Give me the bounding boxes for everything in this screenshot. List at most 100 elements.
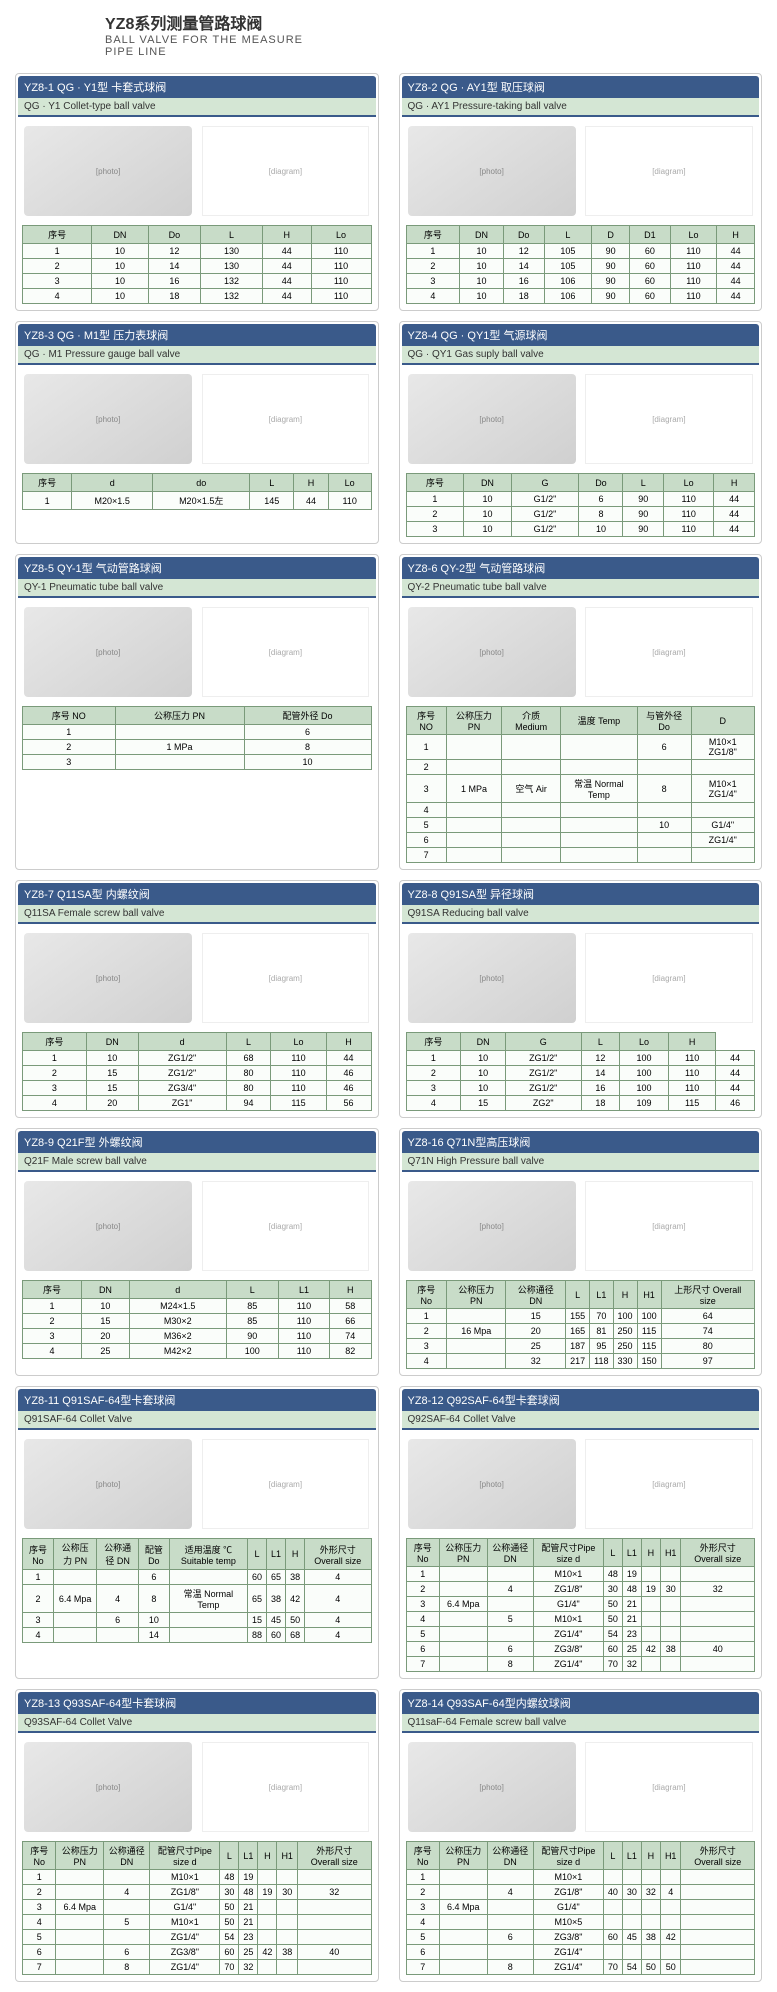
table-header-cell: L1 xyxy=(622,1842,641,1870)
table-cell: 7 xyxy=(23,1960,56,1975)
table-header-cell: H1 xyxy=(637,1281,661,1309)
table-cell xyxy=(622,1915,641,1930)
table-cell: 25 xyxy=(622,1642,641,1657)
table-cell xyxy=(660,1915,681,1930)
table-cell xyxy=(56,1870,104,1885)
table-header-cell: 配管外径 Do xyxy=(244,707,371,725)
table-cell xyxy=(487,1900,533,1915)
table-cell: 1 xyxy=(406,492,464,507)
table-header-cell: Lo xyxy=(620,1033,669,1051)
table-cell xyxy=(169,1613,247,1628)
table-cell: 4 xyxy=(23,1915,56,1930)
table-cell xyxy=(637,848,691,863)
table-cell: 44 xyxy=(326,1051,371,1066)
table-cell xyxy=(439,1567,487,1582)
product-subtitle: QG · M1 Pressure gauge ball valve xyxy=(18,346,376,365)
table-cell: 130 xyxy=(201,259,263,274)
table-cell: 4 xyxy=(406,1096,461,1111)
table-header-cell: L xyxy=(226,1033,271,1051)
product-card-yz8-2: YZ8-2 QG · AY1型 取压球阀QG · AY1 Pressure-ta… xyxy=(399,73,763,311)
table-row: 2 xyxy=(406,760,755,775)
product-photo: [photo] xyxy=(24,374,192,464)
product-photo: [photo] xyxy=(408,933,576,1023)
table-header-cell: H xyxy=(613,1281,637,1309)
table-cell: 50 xyxy=(220,1900,239,1915)
table-cell: 10 xyxy=(86,1051,138,1066)
product-header: YZ8-16 Q71N型高压球阀 xyxy=(402,1131,760,1153)
product-diagram: [diagram] xyxy=(202,933,370,1023)
table-cell: 3 xyxy=(23,274,92,289)
table-cell: 90 xyxy=(592,244,630,259)
table-cell xyxy=(53,1613,96,1628)
table-cell: 58 xyxy=(329,1299,371,1314)
table-header-cell: 公称通径 DN xyxy=(487,1842,533,1870)
table-cell: 2 xyxy=(23,1585,54,1613)
table-cell: 45 xyxy=(267,1613,286,1628)
table-cell: 30 xyxy=(622,1885,641,1900)
product-card-yz8-13: YZ8-13 Q93SAF-64型卡套球阀Q93SAF-64 Collet Va… xyxy=(15,1689,379,1982)
table-cell: 4 xyxy=(97,1585,139,1613)
table-cell xyxy=(641,1567,660,1582)
table-header-cell: L xyxy=(566,1281,590,1309)
table-cell: 4 xyxy=(406,1915,439,1930)
table-header-cell: L1 xyxy=(279,1281,330,1299)
table-cell: 150 xyxy=(637,1354,661,1369)
table-header-cell: H xyxy=(641,1539,660,1567)
table-cell: 44 xyxy=(262,289,311,304)
table-header-cell: d xyxy=(72,474,153,492)
table-cell: 105 xyxy=(544,259,592,274)
product-diagram: [diagram] xyxy=(585,374,753,464)
table-cell xyxy=(56,1885,104,1900)
table-cell: 85 xyxy=(226,1314,278,1329)
spec-table: 序号 No公称压力 PN公称通径 DN配管尺寸Pipe size dLL1HH1… xyxy=(406,1538,756,1672)
table-cell xyxy=(487,1567,533,1582)
table-cell xyxy=(446,848,502,863)
table-cell: 30 xyxy=(660,1582,681,1597)
table-cell: 40 xyxy=(681,1642,755,1657)
table-cell: 4 xyxy=(305,1613,371,1628)
table-cell: 97 xyxy=(661,1354,754,1369)
table-cell xyxy=(446,833,502,848)
table-cell: 6 xyxy=(138,1570,169,1585)
table-row: 1M10×14819 xyxy=(406,1567,755,1582)
table-header-cell: Do xyxy=(503,226,544,244)
table-header-cell: D1 xyxy=(630,226,671,244)
table-row: 6ZG1/4" xyxy=(406,1945,755,1960)
table-cell xyxy=(56,1945,104,1960)
table-cell: 110 xyxy=(670,244,716,259)
table-header-cell: 序号 No xyxy=(406,1281,447,1309)
table-row: 5ZG1/4"5423 xyxy=(406,1627,755,1642)
table-cell: 6 xyxy=(406,1945,439,1960)
table-header-cell: D xyxy=(691,707,754,735)
table-cell: 60 xyxy=(630,259,671,274)
table-cell xyxy=(104,1870,150,1885)
table-cell: 5 xyxy=(104,1915,150,1930)
table-header-cell: DN xyxy=(461,1033,506,1051)
table-cell xyxy=(297,1930,371,1945)
table-cell xyxy=(603,1900,622,1915)
table-cell: 5 xyxy=(406,1930,439,1945)
table-header-cell: H xyxy=(258,1842,277,1870)
table-cell: 60 xyxy=(248,1570,267,1585)
table-header-cell: 温度 Temp xyxy=(561,707,638,735)
table-cell: 110 xyxy=(271,1051,326,1066)
table-cell xyxy=(660,1657,681,1672)
table-cell xyxy=(487,1627,533,1642)
table-header-cell: H xyxy=(641,1842,660,1870)
table-cell: 70 xyxy=(590,1309,613,1324)
table-header-cell: L xyxy=(201,226,263,244)
table-header-cell: 序号 xyxy=(406,474,464,492)
table-cell: 90 xyxy=(623,492,664,507)
table-header-cell: DN xyxy=(464,474,511,492)
table-header-cell: 外形尺寸 Overall size xyxy=(681,1842,755,1870)
table-cell: 90 xyxy=(623,507,664,522)
table-cell: 8 xyxy=(244,740,371,755)
table-cell: 2 xyxy=(23,1885,56,1900)
table-cell: 常温 Normal Temp xyxy=(169,1585,247,1613)
table-cell: 46 xyxy=(716,1096,755,1111)
table-cell: G1/4" xyxy=(533,1900,603,1915)
table-cell: 30 xyxy=(277,1885,298,1900)
table-cell xyxy=(446,818,502,833)
table-cell: 25 xyxy=(239,1945,258,1960)
table-cell: 21 xyxy=(239,1900,258,1915)
